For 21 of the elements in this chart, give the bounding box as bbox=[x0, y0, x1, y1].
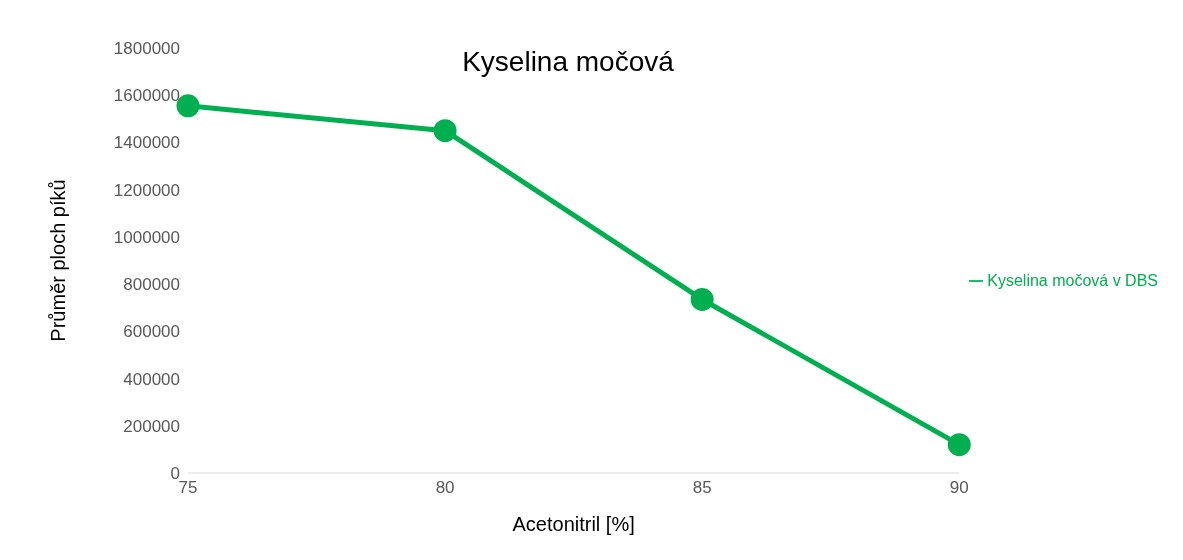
point bbox=[947, 433, 971, 457]
y-tick-label: 0 bbox=[170, 464, 180, 484]
x-tick-label: 85 bbox=[692, 478, 712, 498]
y-tick-label: 1800000 bbox=[113, 39, 180, 59]
y-tick-label: 1400000 bbox=[113, 133, 180, 153]
chart-title: Kyselina močová bbox=[462, 46, 674, 77]
y-tick-label: 1600000 bbox=[113, 86, 180, 106]
point bbox=[433, 119, 457, 143]
x-tick-label: 90 bbox=[949, 478, 969, 498]
y-axis-title: Průměr ploch píků bbox=[47, 179, 70, 342]
y-tick-label: 600000 bbox=[123, 322, 180, 342]
y-tick-label: 1200000 bbox=[113, 180, 180, 200]
y-tick-label: 400000 bbox=[123, 369, 180, 389]
x-axis-title: Acetonitril [%] bbox=[512, 513, 635, 535]
y-tick-label: 1000000 bbox=[113, 227, 180, 247]
x-tick-label: 75 bbox=[178, 478, 198, 498]
x-tick-label: 80 bbox=[435, 478, 455, 498]
legend-label: Kyselina močová v DBS bbox=[987, 271, 1158, 289]
y-tick-label: 200000 bbox=[123, 416, 180, 436]
point bbox=[690, 287, 714, 311]
y-tick-label: 800000 bbox=[123, 275, 180, 295]
